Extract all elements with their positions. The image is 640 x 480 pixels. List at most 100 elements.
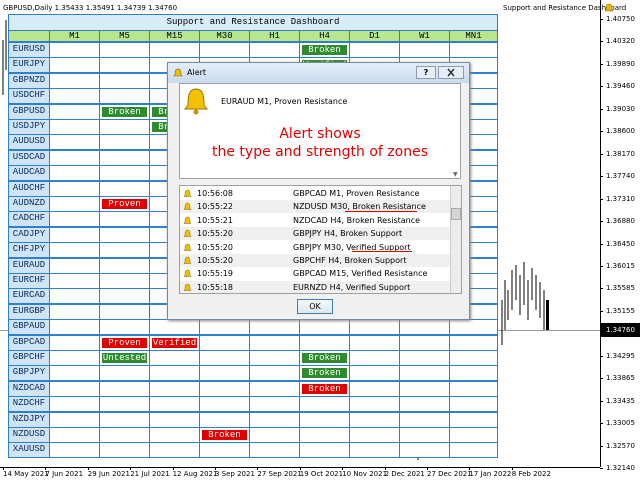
symbol-cell: CHFJPY — [8, 242, 50, 259]
price-label: 1.37740 — [606, 172, 635, 181]
price-tick — [600, 355, 603, 357]
status-cell — [399, 396, 450, 413]
status-cell — [149, 396, 200, 413]
log-row-bg — [180, 280, 450, 293]
time-label: 10 Nov 2021 — [342, 470, 388, 478]
time-tick — [3, 467, 4, 470]
log-bell-icon — [183, 243, 192, 251]
status-cell — [449, 42, 498, 58]
status-cell: Broken — [299, 42, 350, 58]
time-label: 19 Oct 2021 — [299, 470, 344, 478]
symbol-cell: NZDUSD — [8, 427, 50, 443]
price-tick — [600, 41, 603, 43]
price-tick — [600, 19, 603, 20]
scroll-thumb[interactable] — [451, 208, 461, 220]
timeframe-header: W1 — [399, 30, 450, 42]
price-tick — [600, 153, 603, 155]
timeframe-header: M15 — [149, 30, 200, 42]
log-text: EURNZD H4, Verified Support — [293, 282, 411, 292]
price-tick — [600, 468, 603, 469]
help-button[interactable]: ? — [416, 66, 436, 79]
time-tick — [342, 467, 344, 470]
status-cell — [349, 411, 400, 428]
alert-bell-icon — [184, 88, 208, 115]
log-text: NZDUSD M30, Broken Resistance — [293, 202, 426, 212]
status-cell — [99, 380, 150, 397]
symbol-info: GBPUSD,Daily 1.35433 1.35491 1.34739 1.3… — [3, 4, 178, 12]
zone-status: Broken — [301, 44, 348, 56]
status-cell — [49, 42, 100, 58]
price-tick — [600, 108, 603, 110]
status-cell — [449, 334, 498, 351]
timeframe-header: D1 — [349, 30, 400, 42]
status-cell: Broken — [99, 103, 150, 120]
price-label: 1.36450 — [606, 239, 635, 248]
zone-status: Broken — [301, 382, 348, 395]
timeframe-header: H4 — [299, 30, 350, 42]
status-cell: Broken — [199, 427, 250, 443]
ok-button[interactable]: OK — [297, 299, 333, 314]
time-tick — [45, 467, 47, 470]
status-cell — [449, 380, 498, 397]
scrollbar[interactable] — [450, 186, 461, 293]
zone-status: Untested — [101, 352, 148, 364]
status-cell — [449, 427, 498, 443]
status-cell — [49, 149, 100, 166]
timeframe-header: M1 — [49, 30, 100, 42]
log-bell-icon — [183, 270, 192, 278]
close-button[interactable] — [438, 66, 464, 79]
status-cell: Untested — [99, 350, 150, 366]
zone-status: Broken — [201, 429, 248, 441]
time-label: 17 Jan 2022 — [469, 470, 512, 478]
zone-status: Broken — [301, 352, 348, 364]
status-cell — [449, 365, 498, 382]
status-cell — [399, 427, 450, 443]
status-cell — [299, 334, 350, 351]
symbol-cell: GBPUSD — [8, 103, 50, 120]
status-cell — [49, 134, 100, 151]
status-cell — [99, 134, 150, 151]
time-tick — [257, 467, 259, 470]
status-cell — [99, 288, 150, 305]
price-tick — [600, 243, 603, 245]
status-cell — [149, 42, 200, 58]
symbol-cell: USDCHF — [8, 88, 50, 105]
symbol-cell: GBPCHF — [8, 350, 50, 366]
status-cell — [49, 57, 100, 74]
status-cell — [249, 319, 300, 336]
log-row-bg — [180, 200, 450, 214]
price-tick — [600, 176, 603, 178]
status-cell — [249, 411, 300, 428]
status-cell — [49, 119, 100, 135]
status-cell — [49, 211, 100, 228]
status-cell — [249, 350, 300, 366]
status-cell — [49, 442, 100, 459]
price-label: 1.40320 — [606, 37, 635, 46]
log-bell-icon — [183, 229, 192, 237]
log-text: GBPJPY M30, Verified Support — [293, 242, 411, 252]
symbol-cell: CADJPY — [8, 226, 50, 243]
status-cell — [449, 411, 498, 428]
status-cell — [149, 427, 200, 443]
price-tick — [600, 265, 603, 267]
status-cell — [199, 334, 250, 351]
log-bell-icon — [183, 189, 192, 197]
price-tick — [600, 310, 603, 312]
status-cell — [249, 427, 300, 443]
status-cell — [49, 273, 100, 289]
status-cell — [349, 42, 400, 58]
log-text: GBPCAD M1, Proven Resistance — [293, 189, 420, 198]
status-cell — [49, 411, 100, 428]
status-cell — [99, 319, 150, 336]
price-label: 1.34295 — [606, 351, 635, 360]
status-cell — [49, 334, 100, 351]
status-cell — [399, 380, 450, 397]
status-cell — [49, 427, 100, 443]
message-panel — [179, 83, 461, 179]
status-cell — [99, 365, 150, 382]
time-tick — [215, 467, 216, 470]
status-cell — [49, 319, 100, 336]
price-label: 1.35155 — [606, 306, 635, 315]
status-cell — [399, 442, 450, 459]
status-cell — [399, 334, 450, 351]
